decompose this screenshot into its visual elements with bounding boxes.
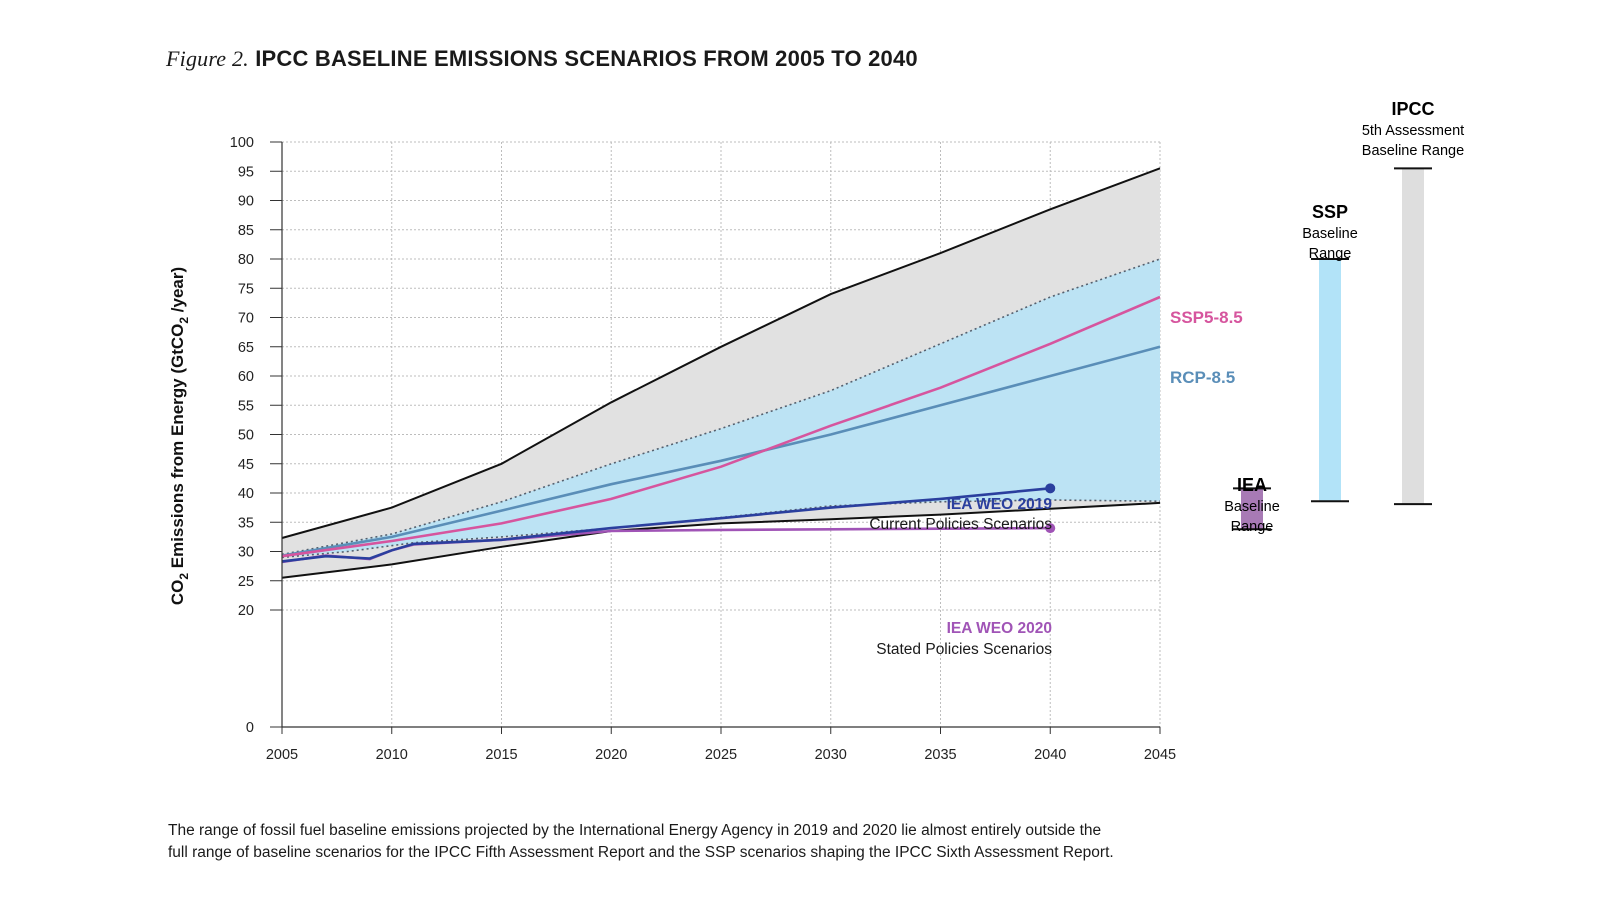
iea-bar-line1: Baseline (1224, 499, 1280, 515)
y-tick-label-0: 0 (246, 720, 254, 736)
x-tick-label-2040: 2040 (1034, 747, 1066, 763)
x-tick-label-2025: 2025 (705, 747, 737, 763)
ipcc-bar-line2: Baseline Range (1362, 143, 1464, 159)
y-tick-label-50: 50 (238, 428, 254, 444)
y-axis-label: CO2 Emissions from Energy (GtCO2 /year) (168, 267, 191, 605)
y-tick-label-25: 25 (238, 574, 254, 590)
rcp85-line (281, 345, 1161, 557)
y-tick-label-45: 45 (238, 457, 254, 473)
y-tick-label-40: 40 (238, 486, 254, 502)
x-tick-label-2045: 2045 (1144, 747, 1176, 763)
weo2019-line (281, 487, 1051, 563)
x-tick-label-2010: 2010 (376, 747, 408, 763)
ssp585-label: SSP5-8.5 (1170, 308, 1243, 327)
weo2019-end-point (1045, 483, 1056, 494)
ipcc-range-bar (1402, 168, 1424, 505)
y-tick-label-75: 75 (238, 281, 254, 297)
y-tick-label-65: 65 (238, 340, 254, 356)
y-tick-label-30: 30 (238, 545, 254, 561)
ssp-bar-title: SSP (1312, 202, 1348, 222)
iea-bar-title: IEA (1237, 475, 1267, 495)
weo2019-sub-label: Current Policies Scenarios (869, 516, 1052, 533)
scenario-areas (282, 168, 1160, 578)
weo2020-end-point (1045, 523, 1056, 534)
x-tick-label-2015: 2015 (485, 747, 517, 763)
scenario-lines (281, 167, 1161, 579)
ssp-bar-line2: Range (1309, 246, 1352, 262)
y-tick-label-70: 70 (238, 311, 254, 327)
rcp85-label: RCP-8.5 (1170, 368, 1235, 387)
figure-caption: The range of fossil fuel baseline emissi… (168, 820, 1228, 864)
caption-line-1: The range of fossil fuel baseline emissi… (168, 822, 1102, 839)
figure-number: Figure 2. (166, 46, 249, 71)
x-tick-label-2005: 2005 (266, 747, 298, 763)
y-tick-label-95: 95 (238, 164, 254, 180)
ssp-bar-line1: Baseline (1302, 226, 1358, 242)
y-tick-label-35: 35 (238, 515, 254, 531)
ssp-range-bar (1319, 259, 1341, 502)
ipcc-lower-line (281, 501, 1161, 579)
weo2020-title-label: IEA WEO 2020 (947, 620, 1052, 637)
y-tick-label-90: 90 (238, 194, 254, 210)
figure-title: Figure 2. IPCC BASELINE EMISSIONS SCENAR… (166, 46, 918, 72)
caption-line-2: full range of baseline scenarios for the… (168, 844, 1114, 861)
figure-title-text: IPCC BASELINE EMISSIONS SCENARIOS FROM 2… (255, 46, 918, 71)
iea-range-bar (1241, 488, 1263, 530)
ssp585-line (281, 295, 1161, 558)
weo2020-sub-label: Stated Policies Scenarios (876, 641, 1052, 658)
tick-labels: 0202530354045505560657075808590951002005… (230, 135, 1176, 763)
ipcc-bar-title: IPCC (1391, 99, 1434, 119)
y-tick-label-20: 20 (238, 603, 254, 619)
y-tick-label-60: 60 (238, 369, 254, 385)
y-tick-label-100: 100 (230, 135, 254, 151)
y-tick-label-55: 55 (238, 398, 254, 414)
iea-bar-line2: Range (1231, 519, 1274, 535)
x-tick-label-2030: 2030 (815, 747, 847, 763)
ipcc-upper-line (281, 167, 1161, 539)
ipcc-bar-line1: 5th Assessment (1362, 123, 1464, 139)
x-tick-label-2035: 2035 (924, 747, 956, 763)
ssp-range-area (282, 259, 1160, 558)
x-tick-label-2020: 2020 (595, 747, 627, 763)
range-bars (1233, 167, 1432, 531)
y-tick-label-85: 85 (238, 223, 254, 239)
weo2019-title-label: IEA WEO 2019 (947, 496, 1053, 513)
axes (270, 141, 1161, 734)
y-tick-label-80: 80 (238, 252, 254, 268)
